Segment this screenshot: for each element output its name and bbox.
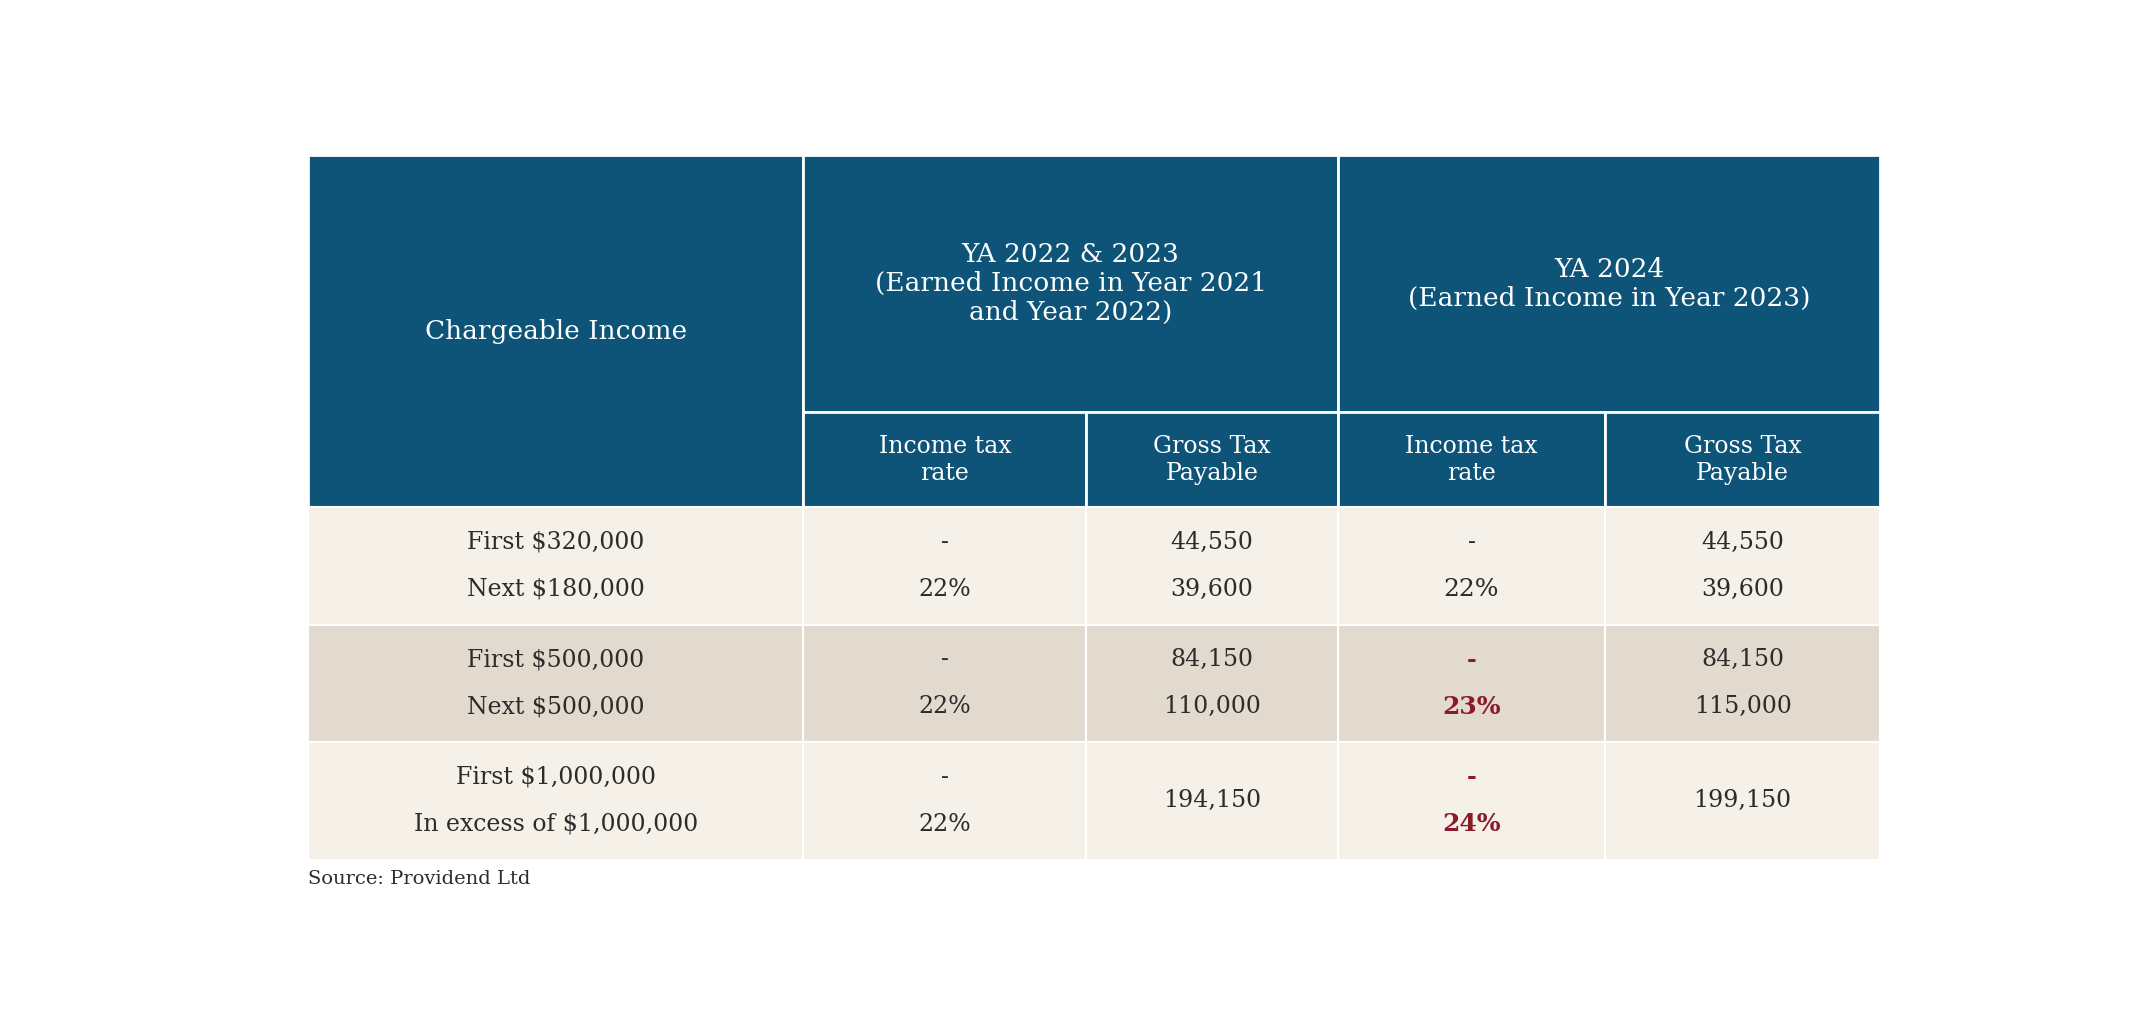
FancyBboxPatch shape: [803, 507, 1087, 625]
FancyBboxPatch shape: [803, 412, 1087, 507]
Text: Gross Tax
Payable: Gross Tax Payable: [1153, 435, 1270, 484]
Text: 194,150: 194,150: [1164, 790, 1262, 812]
Text: YA 2022 & 2023
(Earned Income in Year 2021
and Year 2022): YA 2022 & 2023 (Earned Income in Year 20…: [875, 242, 1266, 325]
Text: YA 2024
(Earned Income in Year 2023): YA 2024 (Earned Income in Year 2023): [1407, 257, 1810, 310]
Text: 23%: 23%: [1441, 695, 1501, 719]
Text: 39,600: 39,600: [1702, 578, 1785, 601]
Text: 22%: 22%: [918, 695, 971, 719]
FancyBboxPatch shape: [1087, 507, 1339, 625]
Text: 24%: 24%: [1441, 812, 1501, 837]
FancyBboxPatch shape: [307, 155, 803, 859]
Text: First $500,000: First $500,000: [468, 649, 645, 671]
FancyBboxPatch shape: [803, 155, 1339, 412]
Text: 22%: 22%: [918, 578, 971, 601]
Text: 110,000: 110,000: [1164, 695, 1262, 719]
Text: -: -: [942, 649, 948, 671]
Text: -: -: [1467, 648, 1475, 672]
Text: 39,600: 39,600: [1170, 578, 1253, 601]
FancyBboxPatch shape: [1606, 742, 1881, 859]
Text: 44,550: 44,550: [1170, 531, 1253, 554]
Text: 115,000: 115,000: [1693, 695, 1791, 719]
Text: Chargeable Income: Chargeable Income: [425, 319, 687, 343]
Text: 199,150: 199,150: [1693, 790, 1791, 812]
Text: -: -: [942, 531, 948, 554]
FancyBboxPatch shape: [1339, 412, 1606, 507]
Text: Next $500,000: Next $500,000: [468, 695, 645, 719]
Text: -: -: [1467, 765, 1475, 790]
Text: Income tax
rate: Income tax rate: [880, 435, 1012, 484]
FancyBboxPatch shape: [1606, 507, 1881, 625]
FancyBboxPatch shape: [1087, 412, 1339, 507]
FancyBboxPatch shape: [1339, 507, 1606, 625]
FancyBboxPatch shape: [1087, 742, 1339, 859]
Text: First $320,000: First $320,000: [468, 531, 645, 554]
FancyBboxPatch shape: [803, 742, 1087, 859]
Text: -: -: [1467, 531, 1475, 554]
Text: In excess of $1,000,000: In excess of $1,000,000: [414, 813, 698, 836]
Text: Source: Providend Ltd: Source: Providend Ltd: [307, 871, 532, 888]
Text: 44,550: 44,550: [1702, 531, 1785, 554]
FancyBboxPatch shape: [307, 742, 803, 859]
FancyBboxPatch shape: [1087, 625, 1339, 742]
FancyBboxPatch shape: [803, 625, 1087, 742]
Text: First $1,000,000: First $1,000,000: [455, 766, 655, 788]
FancyBboxPatch shape: [307, 507, 803, 625]
Text: Next $180,000: Next $180,000: [468, 578, 645, 601]
Text: 22%: 22%: [918, 813, 971, 836]
FancyBboxPatch shape: [1339, 155, 1881, 412]
FancyBboxPatch shape: [1339, 625, 1606, 742]
Text: -: -: [942, 766, 948, 788]
FancyBboxPatch shape: [1606, 412, 1881, 507]
Text: 84,150: 84,150: [1170, 649, 1253, 671]
FancyBboxPatch shape: [307, 625, 803, 742]
Text: 84,150: 84,150: [1702, 649, 1785, 671]
FancyBboxPatch shape: [1339, 742, 1606, 859]
Text: Gross Tax
Payable: Gross Tax Payable: [1685, 435, 1802, 484]
Text: 22%: 22%: [1443, 578, 1499, 601]
FancyBboxPatch shape: [1606, 625, 1881, 742]
Text: Income tax
rate: Income tax rate: [1405, 435, 1537, 484]
